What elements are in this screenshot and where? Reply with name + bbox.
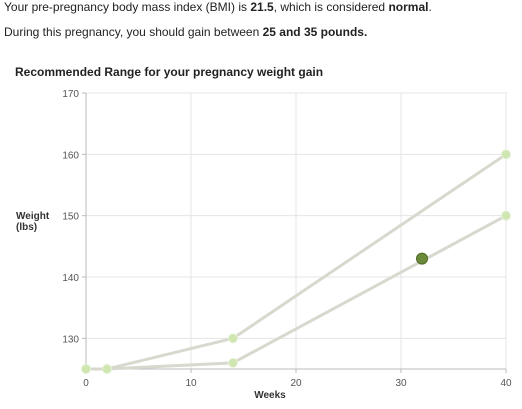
axis-labels: 130 140 150 160 170 0 10 20 30 40 Weeks Weight(lbs) bbox=[16, 89, 512, 401]
current-weight-point bbox=[416, 252, 428, 265]
y-tick-label: 160 bbox=[62, 150, 79, 161]
grid bbox=[85, 92, 507, 370]
series-point bbox=[81, 364, 91, 374]
chart-title: Recommended Range for your pregnancy wei… bbox=[15, 65, 324, 79]
series-point bbox=[501, 149, 511, 160]
bmi-prefix-text: Your pre-pregnancy body mass index (BMI)… bbox=[4, 0, 251, 14]
y-axis-title: (lbs) bbox=[16, 222, 37, 233]
gain-range: 25 and 35 pounds. bbox=[262, 25, 368, 39]
series-point bbox=[102, 364, 112, 374]
bmi-suffix-text: . bbox=[428, 0, 432, 14]
y-tick-label: 170 bbox=[62, 89, 79, 100]
x-tick-label: 10 bbox=[185, 378, 197, 389]
axes bbox=[82, 92, 507, 373]
x-tick-label: 20 bbox=[290, 378, 302, 389]
bmi-middle-text: , which is considered bbox=[273, 0, 389, 14]
series-lines bbox=[86, 153, 507, 371]
series-point bbox=[228, 333, 238, 344]
gain-recommendation: During this pregnancy, you should gain b… bbox=[4, 25, 367, 39]
gain-prefix-text: During this pregnancy, you should gain b… bbox=[4, 25, 263, 39]
bmi-value: 21.5 bbox=[250, 0, 274, 14]
bmi-summary: Your pre-pregnancy body mass index (BMI)… bbox=[4, 0, 432, 14]
x-tick-label: 40 bbox=[500, 378, 512, 389]
bmi-category: normal bbox=[388, 0, 429, 14]
y-axis-title: Weight bbox=[16, 211, 50, 222]
x-axis-title: Weeks bbox=[254, 390, 286, 401]
y-tick-label: 140 bbox=[62, 273, 79, 284]
y-tick-label: 150 bbox=[62, 212, 79, 223]
series-point bbox=[228, 357, 238, 368]
series-point bbox=[501, 210, 511, 221]
y-tick-label: 130 bbox=[62, 334, 79, 345]
series-line-2 bbox=[86, 214, 507, 371]
series-points bbox=[81, 149, 511, 374]
x-tick-label: 0 bbox=[83, 378, 89, 389]
x-tick-label: 30 bbox=[395, 378, 407, 389]
